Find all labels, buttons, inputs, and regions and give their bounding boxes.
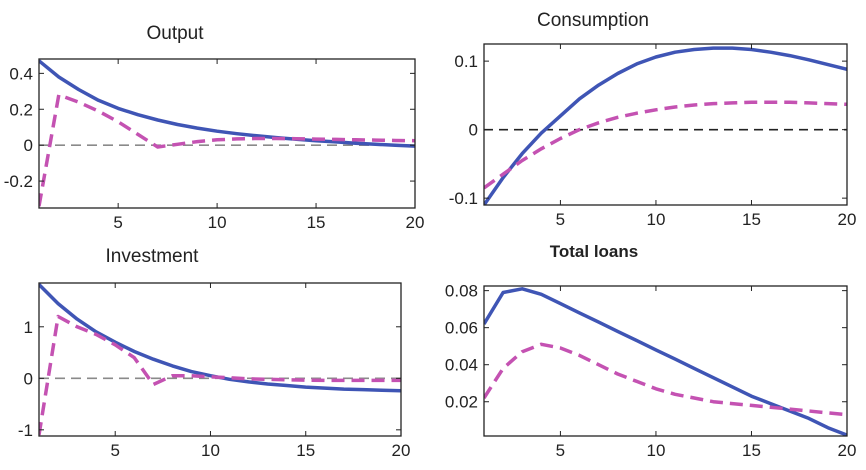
y-tick-label: 0.4 (9, 64, 33, 83)
y-tick-label: 0.02 (445, 393, 478, 412)
panel-output: Output 5 10 15 20 0.4 0.2 0 -0.2 (4, 23, 425, 232)
y-tick-label: 0 (24, 136, 33, 155)
y-tick-label: 0 (24, 369, 33, 388)
plot-area: 5 10 15 20 0.1 0 -0.1 (449, 43, 857, 229)
series-line-solid (484, 287, 847, 436)
y-tick-label: 0.04 (445, 356, 478, 375)
x-tick-label: 15 (742, 441, 761, 460)
x-tick-label: 20 (838, 441, 857, 460)
y-tick-label: 1 (24, 318, 33, 337)
y-tick-label: 0.08 (445, 282, 478, 301)
series-line-solid (39, 283, 401, 393)
x-tick-label: 20 (392, 441, 411, 460)
x-tick-label: 15 (296, 441, 315, 460)
panel-consumption: Consumption 5 10 15 20 0.1 0 -0.1 (449, 10, 857, 229)
x-tick-label: 10 (646, 441, 665, 460)
x-tick-label: 10 (646, 210, 665, 229)
x-tick-label: 10 (208, 213, 227, 232)
x-tick-label: 20 (838, 210, 857, 229)
series-line-dashed (39, 314, 401, 436)
y-tick-label: 0.2 (9, 100, 33, 119)
axes-frame (38, 58, 416, 209)
plot-area: 5 10 15 20 0.4 0.2 0 -0.2 (4, 58, 425, 232)
y-tick-label: -0.1 (449, 189, 478, 208)
panel-title: Investment (106, 246, 200, 267)
series-line-dashed (484, 100, 847, 190)
axes-frame (483, 285, 848, 437)
panel-title: Output (146, 23, 204, 44)
axes-frame (38, 282, 402, 437)
y-tick-label: 0.06 (445, 319, 478, 338)
x-tick-label: 5 (556, 441, 565, 460)
series-line-dashed (484, 342, 847, 417)
series-line-solid (484, 46, 847, 205)
plot-area: 5 10 15 20 0.08 0.06 0.04 0.02 (445, 282, 857, 460)
panel-title: Consumption (537, 10, 649, 31)
x-tick-label: 5 (556, 210, 565, 229)
x-tick-label: 5 (110, 441, 119, 460)
panel-total-loans: Total loans 5 10 15 20 0.08 0.06 0.04 0.02 (445, 242, 857, 460)
y-tick-label: -1 (18, 421, 33, 440)
series-line-solid (39, 59, 415, 148)
panel-title: Total loans (550, 242, 638, 261)
x-tick-label: 20 (406, 213, 425, 232)
x-tick-label: 5 (113, 213, 122, 232)
x-tick-label: 15 (307, 213, 326, 232)
x-tick-label: 10 (201, 441, 220, 460)
axes-frame (483, 43, 848, 206)
y-tick-label: 0 (469, 121, 478, 140)
y-tick-label: -0.2 (4, 172, 33, 191)
x-tick-label: 15 (742, 210, 761, 229)
series-line-dashed (39, 93, 415, 207)
y-tick-label: 0.1 (454, 52, 478, 71)
